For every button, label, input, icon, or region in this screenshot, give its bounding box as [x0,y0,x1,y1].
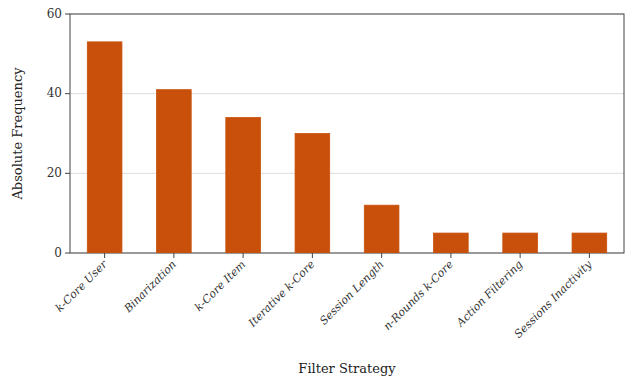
y-tick-label: 60 [47,7,62,21]
chart-svg: 0 20 40 60 k-Core UserBinarizationk-Core Ite… [0,0,640,381]
y-tick-label: 40 [47,86,62,100]
y-tick [65,253,70,254]
bar [434,233,469,253]
bar [572,233,607,253]
x-tick [173,253,174,258]
bar [87,42,122,253]
x-tick-label: k-Core Item [192,258,248,314]
y-tick-label: 0 [54,246,62,260]
bar [295,134,330,254]
bar [503,233,538,253]
x-tick-label: n-Rounds k-Core [381,258,456,333]
x-tick-label: Session Length [317,258,387,328]
y-tick [65,173,70,174]
x-tick [520,253,521,258]
y-tick-label: 20 [47,166,62,180]
x-tick-label: Sessions Inactivity [512,257,595,340]
axes: 0 20 40 60 k-Core UserBinarizationk-Core Ite… [47,7,624,341]
plot-frame [70,14,624,253]
y-tick [65,93,70,94]
x-tick [589,253,590,258]
x-tick [381,253,382,258]
chart-container: 0 20 40 60 k-Core UserBinarizationk-Core Ite… [0,0,640,381]
x-axis-label: Filter Strategy [298,361,396,376]
y-axis-label: Absolute Frequency [10,67,25,201]
grid-line [70,93,624,94]
x-tick-label: Binarization [121,258,179,316]
x-tick-label: Action Filtering [453,258,525,330]
bar [157,90,192,253]
bar [364,205,399,253]
x-tick [450,253,451,258]
x-tick-label: Iterative k-Core [245,258,318,331]
x-tick [104,253,105,258]
x-tick [312,253,313,258]
y-tick [65,14,70,15]
bars [87,42,606,253]
x-tick-label: k-Core User [53,257,110,314]
x-tick [243,253,244,258]
bar [226,118,261,253]
grid-line [70,173,624,174]
y-grid [70,14,624,253]
